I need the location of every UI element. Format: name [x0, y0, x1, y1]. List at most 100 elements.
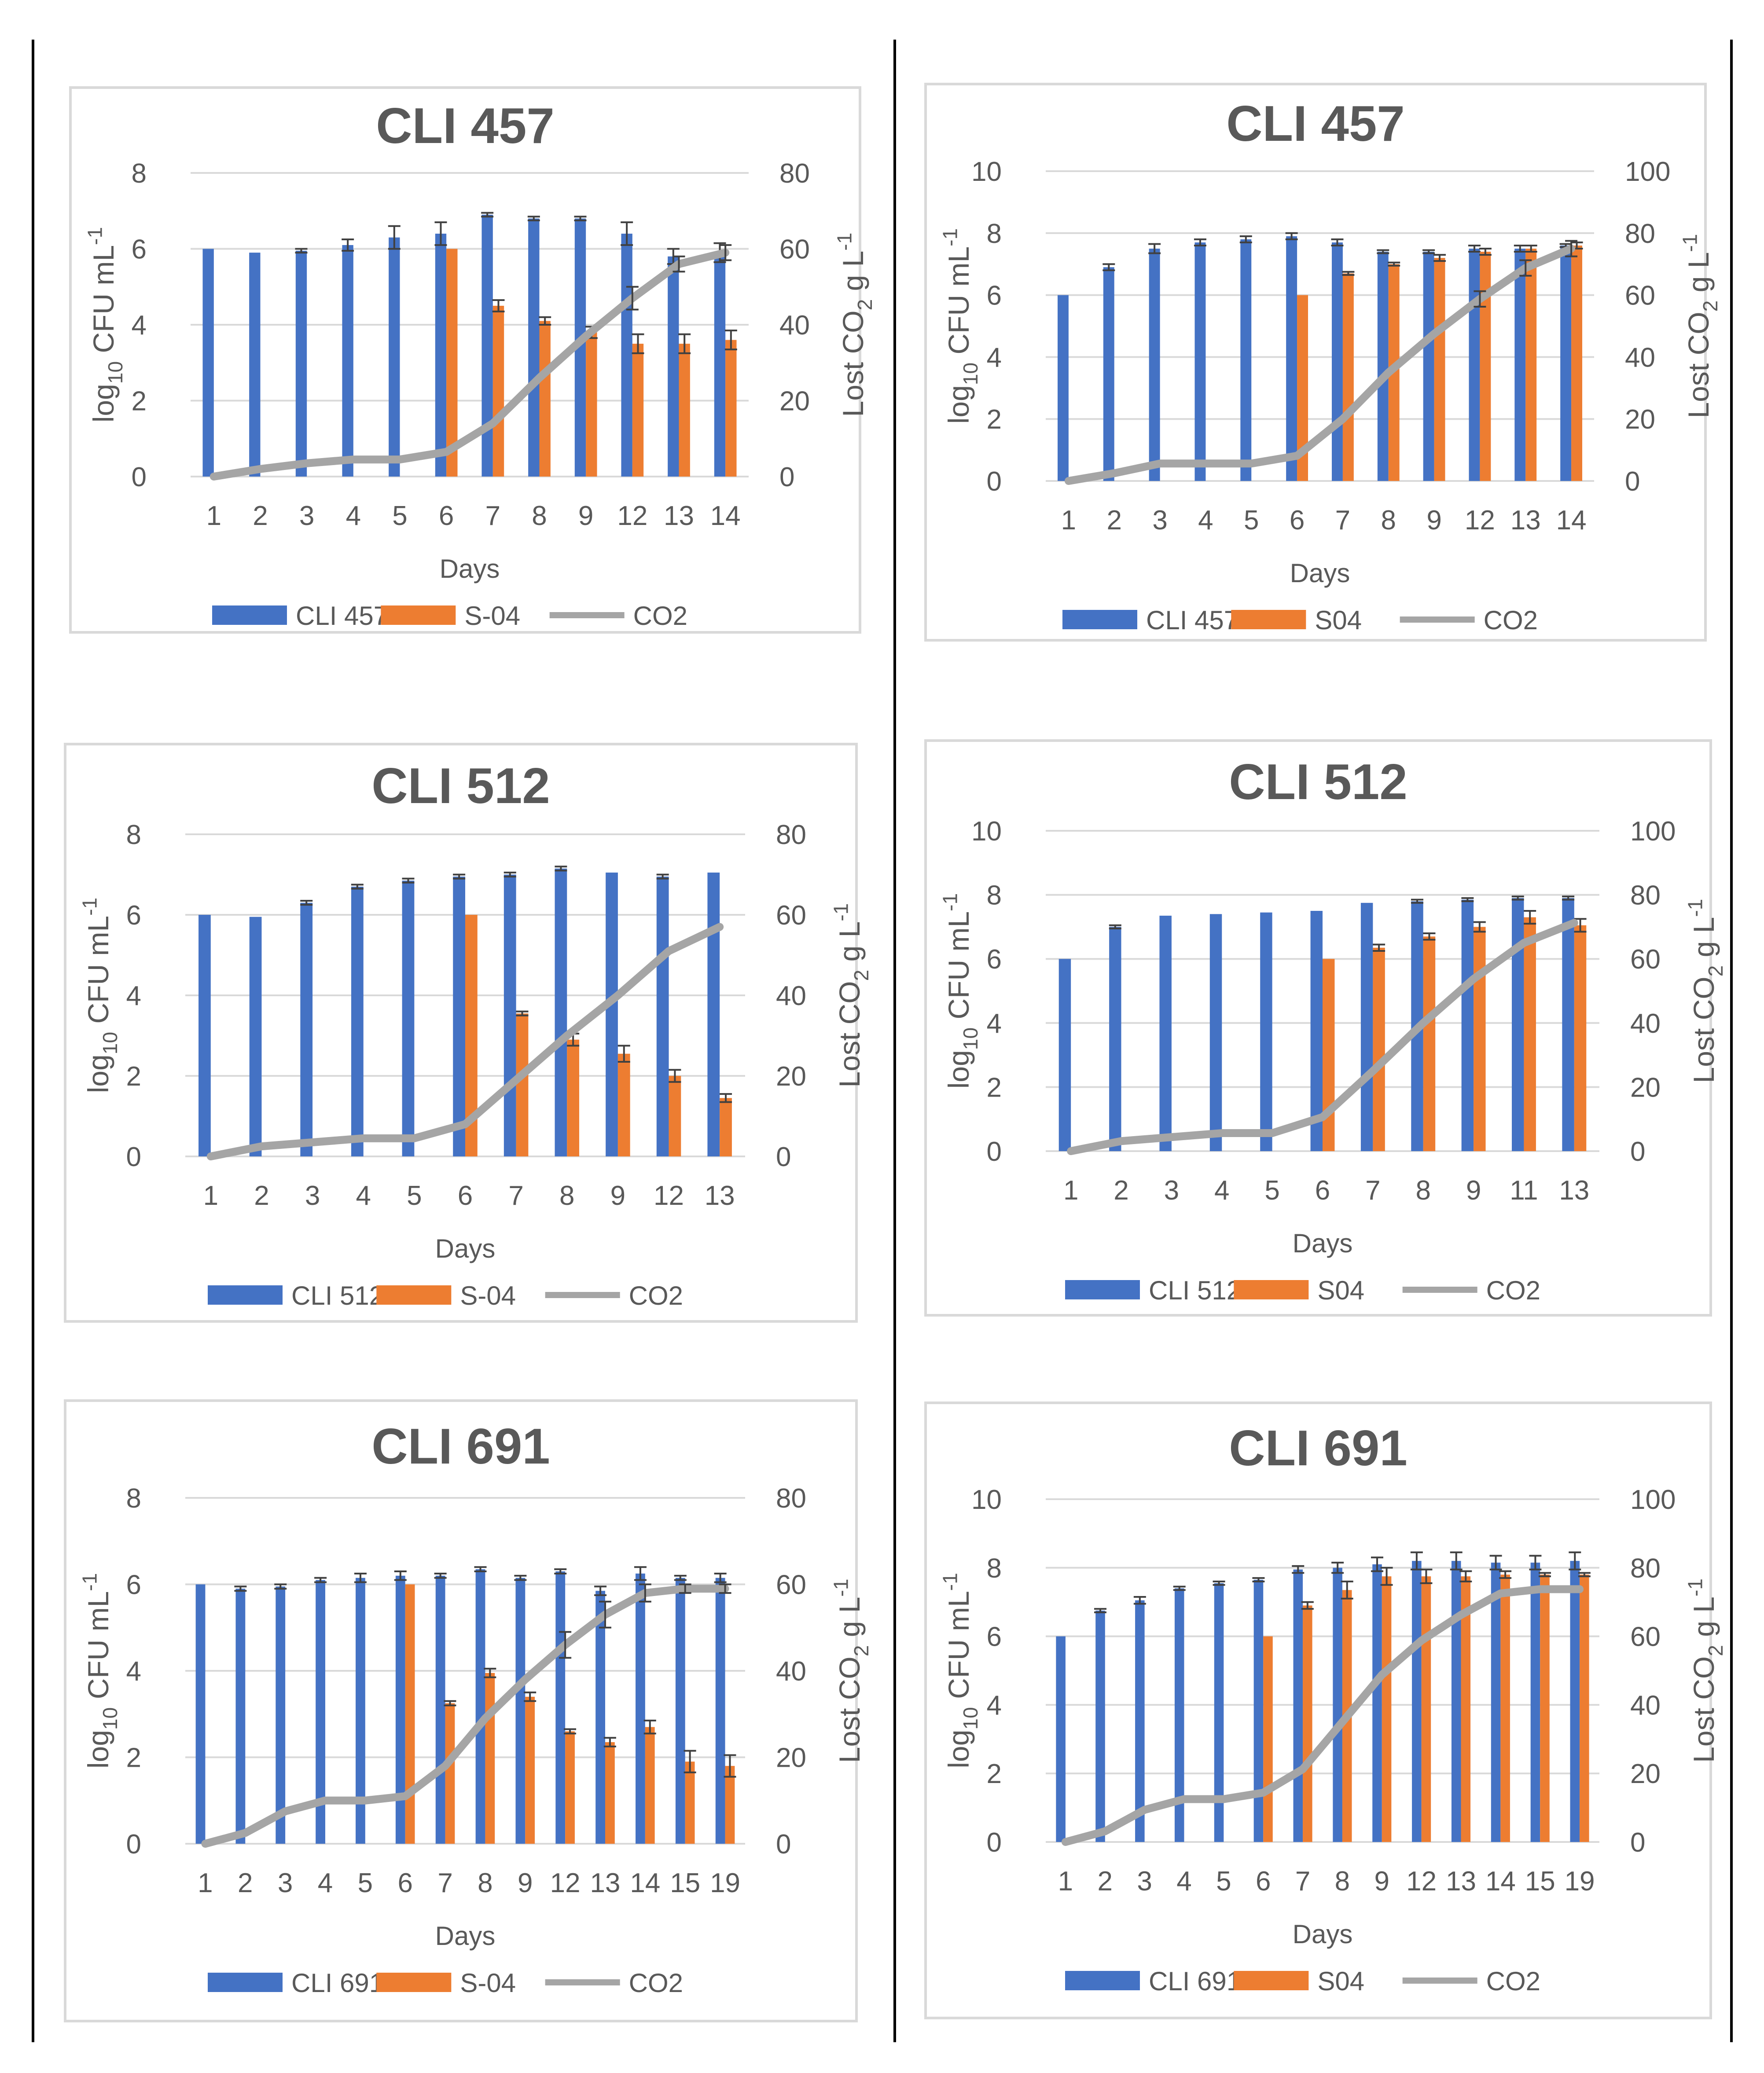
left-tick-label: 2 — [132, 386, 147, 417]
bar-cli-457 — [1377, 252, 1389, 481]
right-axis-title: Lost CO2 g L-1 — [1679, 234, 1722, 418]
x-tick-label: 3 — [1164, 1175, 1179, 1206]
bar-cli-457 — [621, 234, 632, 477]
bar-cli-691 — [1135, 1600, 1145, 1842]
x-tick-label: 8 — [1415, 1175, 1430, 1206]
bar-s04 — [1500, 1574, 1510, 1842]
legend-swatch — [1231, 610, 1306, 629]
left-axis-title: log10 CFU mL-1 — [78, 1573, 121, 1769]
x-tick-label: 12 — [550, 1868, 581, 1898]
right-tick-label: 40 — [1630, 1009, 1661, 1039]
legend-label: CO2 — [633, 601, 687, 631]
bar-cli-512 — [453, 877, 465, 1156]
bar-s-04 — [605, 1742, 615, 1844]
legend-label: CLI 457 — [1146, 605, 1238, 635]
bar-s-04 — [725, 1766, 735, 1844]
left-tick-label: 0 — [987, 466, 1002, 497]
bar-cli-457 — [435, 234, 447, 477]
x-tick-label: 12 — [654, 1181, 684, 1211]
bar-cli-691 — [1530, 1563, 1540, 1842]
right-tick-label: 0 — [776, 1142, 791, 1172]
x-tick-label: 4 — [1176, 1866, 1191, 1897]
x-tick-label: 19 — [1565, 1866, 1595, 1897]
bar-cli-691 — [435, 1575, 445, 1844]
left-tick-label: 4 — [987, 342, 1002, 373]
right-tick-label: 0 — [1625, 466, 1640, 497]
x-axis-title: Days — [1293, 1919, 1353, 1949]
bar-cli-512 — [1310, 911, 1323, 1151]
x-tick-label: 9 — [1374, 1866, 1389, 1897]
left-axis-title: log10 CFU mL-1 — [939, 1573, 982, 1768]
bar-s04 — [1323, 959, 1335, 1151]
x-tick-label: 15 — [670, 1868, 700, 1898]
left-tick-label: 8 — [987, 219, 1002, 249]
co2-line — [1061, 1585, 1584, 1846]
bar-s-04 — [617, 1053, 630, 1156]
bar-cli-691 — [1491, 1563, 1501, 1842]
bar-cli-691 — [316, 1580, 325, 1844]
right-tick-label: 60 — [1630, 1622, 1661, 1652]
bar-s-04 — [645, 1727, 655, 1844]
bar-cli-512 — [656, 877, 669, 1156]
left-divider-line — [32, 40, 34, 2042]
bar-cli-691 — [1056, 1636, 1066, 1842]
co2-line — [1067, 919, 1578, 1155]
chart-panel-cli691-s04-alt: CLI 691 0 0 2 20 4 40 6 60 8 80 10 100 log10 CFU mL-1… — [924, 1402, 1727, 2019]
bar-cli-457 — [714, 253, 726, 477]
bar-s-04 — [516, 1013, 529, 1156]
chart-title-cli-512: CLI 512 — [371, 758, 550, 814]
legend-swatch — [376, 1285, 452, 1305]
x-tick-label: 1 — [1061, 505, 1076, 536]
left-axis-title: log10 CFU mL-1 — [939, 893, 982, 1089]
left-tick-label: 8 — [126, 820, 141, 850]
legend-swatch — [208, 1285, 283, 1305]
left-tick-label: 6 — [987, 944, 1002, 975]
chart-panel-cli512-s04-alt: CLI 512 0 0 2 20 4 40 6 60 8 80 10 100 log10 CFU mL-1… — [924, 739, 1727, 1317]
bar-s-04 — [539, 321, 551, 477]
bar-cli-457 — [1514, 249, 1526, 481]
x-tick-label: 13 — [705, 1181, 735, 1211]
right-tick-label: 80 — [776, 1483, 806, 1514]
right-tick-label: 0 — [1630, 1137, 1645, 1167]
left-tick-label: 0 — [126, 1142, 141, 1172]
left-tick-label: 2 — [987, 1759, 1002, 1789]
bar-s-04 — [567, 1039, 580, 1156]
bar-cli-691 — [1372, 1564, 1382, 1842]
x-tick-label: 9 — [578, 501, 593, 531]
chart-title-cli-691: CLI 691 — [1229, 1420, 1408, 1476]
bar-cli-512 — [1562, 898, 1574, 1151]
legend-swatch — [1234, 1971, 1309, 1990]
bar-cli-691 — [395, 1575, 405, 1844]
right-tick-label: 100 — [1625, 157, 1670, 187]
right-tick-label: 60 — [776, 900, 806, 931]
bar-s-04 — [725, 340, 737, 477]
x-tick-label: 7 — [508, 1181, 523, 1211]
x-tick-label: 13 — [1510, 505, 1541, 536]
bar-cli-691 — [1253, 1580, 1264, 1842]
bar-cli-691 — [1214, 1583, 1224, 1842]
bar-s04 — [1423, 936, 1436, 1151]
bar-cli-457 — [1240, 239, 1252, 481]
left-tick-label: 0 — [987, 1137, 1002, 1167]
right-tick-label: 80 — [779, 158, 810, 189]
bar-cli-691 — [715, 1578, 725, 1844]
bar-cli-512 — [249, 917, 262, 1156]
bar-cli-512 — [1512, 898, 1524, 1151]
right-tick-label: 20 — [776, 1743, 806, 1773]
left-tick-label: 2 — [126, 1743, 141, 1773]
bar-cli-691 — [1412, 1561, 1422, 1842]
x-tick-label: 1 — [1058, 1866, 1073, 1897]
x-tick-label: 5 — [358, 1868, 373, 1898]
left-tick-label: 8 — [126, 1483, 141, 1514]
legend-label: CO2 — [1486, 1276, 1540, 1305]
bar-cli-457 — [1331, 242, 1343, 481]
x-tick-label: 14 — [710, 501, 741, 531]
left-tick-label: 6 — [987, 281, 1002, 311]
left-axis-title: log10 CFU mL-1 — [939, 228, 982, 424]
legend-label: S-04 — [464, 601, 520, 631]
bar-s-04 — [720, 1098, 732, 1156]
bar-cli-691 — [675, 1578, 685, 1844]
legend-label: CO2 — [1484, 605, 1538, 635]
bar-s04 — [1342, 273, 1354, 481]
bar-s04 — [1525, 249, 1537, 481]
